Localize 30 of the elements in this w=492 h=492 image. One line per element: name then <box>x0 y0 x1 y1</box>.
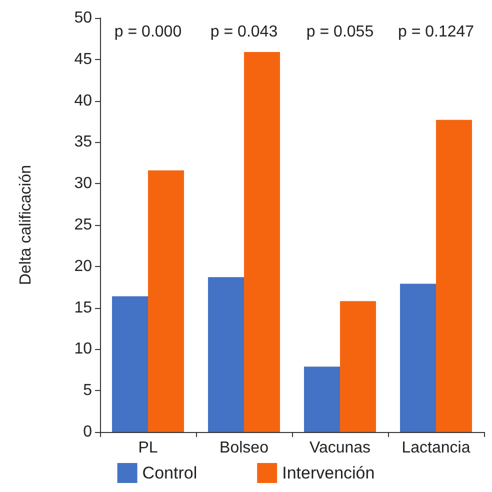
y-tick-label: 50 <box>74 10 92 26</box>
y-tick-label: 45 <box>74 50 92 68</box>
x-tick-label: Vacunas <box>309 440 371 456</box>
bar <box>304 366 340 432</box>
bar <box>244 52 280 432</box>
annotation: p = 0.000 <box>114 24 182 40</box>
bar <box>148 170 184 432</box>
x-tick-label: Lactancia <box>402 440 470 456</box>
legend-label: Intervención <box>282 464 375 482</box>
annotation: p = 0.1247 <box>398 24 474 40</box>
y-tick-label: 25 <box>74 216 92 234</box>
annotation: p = 0.055 <box>306 24 374 40</box>
bar <box>340 301 376 432</box>
bar <box>400 284 436 432</box>
y-axis-title: Delta calificación <box>18 164 34 286</box>
legend-label: Control <box>142 464 198 482</box>
x-tick-label: Bolseo <box>220 440 269 456</box>
y-tick-label: 10 <box>74 340 92 358</box>
y-tick-label: 5 <box>83 382 92 400</box>
y-tick-label: 35 <box>74 134 92 151</box>
y-tick-label: 20 <box>74 258 92 275</box>
y-tick-label: 40 <box>74 92 92 110</box>
bar <box>112 296 148 432</box>
bar <box>436 120 472 432</box>
y-tick-label: 30 <box>74 175 92 192</box>
annotation: p = 0.043 <box>210 24 278 40</box>
bar <box>208 277 244 432</box>
x-tick-label: PL <box>138 440 158 456</box>
y-tick-label: 15 <box>74 299 92 316</box>
y-tick-label: 0 <box>83 424 92 440</box>
